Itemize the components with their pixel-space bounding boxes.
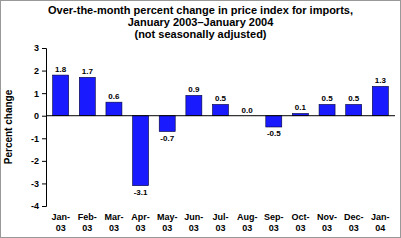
data-label: 0.5 bbox=[322, 94, 334, 103]
bar bbox=[79, 77, 95, 115]
x-tick-label: Sep-03 bbox=[264, 212, 284, 233]
plot: -4 -3 -2 -1 0 1 2 3 1.8 1.7 0.6 -3.1 -0.7 0.9 0.5 0.0 -0… bbox=[31, 43, 395, 233]
y-tick-mark bbox=[42, 138, 46, 139]
y-axis-title: Percent change bbox=[3, 89, 14, 164]
y-tick-label: 1 bbox=[34, 89, 39, 99]
x-tick-label: Jun-03 bbox=[184, 212, 203, 233]
y-tick-mark bbox=[42, 116, 46, 117]
y-tick-label: -1 bbox=[31, 134, 39, 144]
x-tick-label: Jan-03 bbox=[51, 212, 70, 233]
chart: Over-the-month percent change in price i… bbox=[0, 0, 401, 238]
bar bbox=[319, 104, 335, 115]
y-axis: -4 -3 -2 -1 0 1 2 3 bbox=[31, 43, 47, 211]
y-tick-mark bbox=[42, 183, 46, 184]
y-tick: -3 bbox=[31, 179, 46, 189]
bar bbox=[186, 95, 202, 115]
bar bbox=[213, 104, 229, 115]
x-tick-label: Mar-03 bbox=[104, 212, 123, 233]
y-tick-label: -2 bbox=[31, 156, 39, 166]
y-tick: -4 bbox=[31, 201, 46, 211]
x-tick-label: May-03 bbox=[157, 212, 178, 233]
y-tick-mark bbox=[42, 206, 46, 207]
title: Over-the-month percent change in price i… bbox=[48, 4, 353, 28]
frame bbox=[1, 1, 401, 238]
data-label: 1.8 bbox=[55, 65, 67, 74]
y-tick: -1 bbox=[31, 134, 46, 144]
bar bbox=[266, 116, 282, 127]
y-tick-mark bbox=[42, 48, 46, 49]
y-tick-mark bbox=[42, 93, 46, 94]
data-label: 1.3 bbox=[375, 76, 387, 85]
x-tick-label: Feb-03 bbox=[78, 212, 97, 233]
x-tick-label: Nov-03 bbox=[317, 212, 337, 233]
y-tick: 1 bbox=[34, 89, 46, 99]
x-tick-label: Dec-03 bbox=[344, 212, 364, 233]
y-tick-label: -4 bbox=[31, 201, 39, 211]
bar bbox=[346, 104, 362, 115]
y-tick-mark bbox=[42, 71, 46, 72]
data-label: 0.5 bbox=[348, 94, 360, 103]
bar bbox=[159, 116, 175, 132]
data-label: -0.7 bbox=[160, 134, 174, 143]
data-label: 0.1 bbox=[295, 103, 307, 112]
y-tick-label: 0 bbox=[34, 111, 39, 121]
data-label: -3.1 bbox=[134, 188, 148, 197]
y-axis-line bbox=[42, 49, 47, 207]
bar bbox=[133, 116, 149, 186]
zero-line bbox=[46, 115, 395, 116]
x-tick-label: Oct-03 bbox=[291, 212, 309, 233]
subtitle: (not seasonally adjusted) bbox=[134, 28, 266, 40]
y-tick-label: 2 bbox=[34, 66, 39, 76]
x-tick-label: Apr-03 bbox=[131, 212, 150, 233]
data-label: 0.5 bbox=[215, 94, 227, 103]
y-tick: 0 bbox=[34, 111, 46, 121]
y-tick-label: 3 bbox=[34, 43, 39, 53]
data-label: -0.5 bbox=[267, 129, 281, 138]
y-tick-mark bbox=[42, 161, 46, 162]
bars bbox=[53, 75, 389, 186]
x-tick-label: Jan-04 bbox=[371, 212, 390, 233]
y-tick: 2 bbox=[34, 66, 46, 76]
x-tick-label: Aug-03 bbox=[237, 212, 258, 233]
data-label: 1.7 bbox=[82, 67, 94, 76]
bar bbox=[372, 86, 388, 115]
bar bbox=[106, 102, 122, 116]
data-label: 0.0 bbox=[242, 106, 254, 115]
y-tick-label: -3 bbox=[31, 179, 39, 189]
data-label: 0.6 bbox=[108, 92, 120, 101]
bar bbox=[53, 75, 69, 116]
data-label: 0.9 bbox=[188, 85, 200, 94]
y-tick: -2 bbox=[31, 156, 46, 166]
x-axis: Jan-03 Feb-03 Mar-03 Apr-03 May-03 Jun-03 Jul-… bbox=[51, 212, 389, 233]
y-tick: 3 bbox=[34, 43, 46, 53]
data-labels: 1.8 1.7 0.6 -3.1 -0.7 0.9 0.5 0.0 -0.5 0.1 0.5 0.5 1… bbox=[55, 65, 386, 197]
x-tick-label: Jul-03 bbox=[212, 212, 228, 233]
